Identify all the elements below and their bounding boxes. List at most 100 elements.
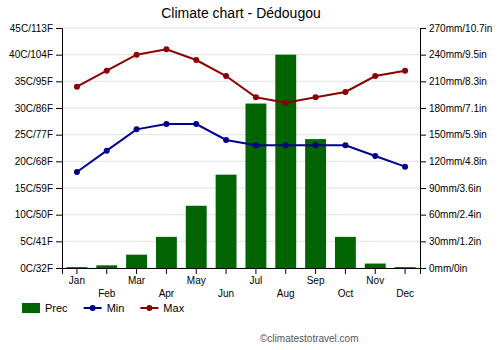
point [223, 137, 229, 143]
point [134, 52, 140, 58]
bar [186, 206, 207, 268]
tick: Apr [159, 268, 175, 299]
tick-mark [285, 268, 286, 274]
tick: Feb [98, 268, 116, 299]
point [313, 142, 319, 148]
marks [66, 46, 415, 268]
tick-label: 60mm/2.4in [429, 209, 481, 220]
point [402, 164, 408, 170]
tick-mark [405, 268, 406, 274]
point [283, 100, 289, 106]
grid-line [62, 28, 420, 29]
x-axis: Jan Feb Mar Apr May Jun Jul Aug Sep Oct Nov Dec [63, 268, 421, 299]
tick: 30C/86F [15, 103, 62, 114]
tick-label: 0mm/0in [429, 263, 467, 274]
tick-mark [375, 268, 376, 274]
tick: Mar [128, 268, 146, 286]
point [74, 169, 80, 175]
tick: 90mm/3.6in [420, 183, 481, 194]
point [193, 57, 199, 63]
grid-line [62, 108, 420, 109]
legend-swatch [22, 303, 40, 313]
tick-label: 30C/86F [15, 103, 53, 114]
legend-label: Prec [45, 302, 68, 314]
legend-marker [146, 305, 152, 311]
tick: Jan [69, 268, 85, 286]
point [372, 73, 378, 79]
tick-label: 150mm/5.9in [429, 129, 487, 140]
tick: 20C/68F [15, 156, 62, 167]
tick-label: Jun [218, 288, 234, 299]
tick: Aug [277, 268, 295, 299]
point [193, 121, 199, 127]
tick: May [187, 268, 206, 286]
tick-mark [420, 81, 426, 82]
line-series [74, 46, 408, 105]
point [342, 142, 348, 148]
tick: 270mm/10.7in [420, 23, 492, 34]
tick-label: Apr [159, 288, 175, 299]
annotation: ©climatestotravel.com [260, 333, 359, 344]
bar [395, 267, 416, 268]
grid-line [62, 161, 420, 162]
tick-label: 35C/95F [15, 76, 53, 87]
tick: Jul [250, 268, 263, 286]
line [77, 124, 405, 172]
tick-label: 20C/68F [15, 156, 53, 167]
point [134, 126, 140, 132]
tick-label: 10C/50F [15, 209, 53, 220]
tick: 210mm/8.3in [420, 76, 487, 87]
y2-axis: 0mm/0in30mm/1.2in60mm/2.4in90mm/3.6in120… [420, 23, 492, 274]
chart: 0C/32F5C/41F10C/50F15C/59F20C/68F25C/77F… [0, 0, 500, 350]
point [223, 73, 229, 79]
grid-line [62, 214, 420, 215]
tick-mark [106, 268, 107, 274]
axis-line [421, 29, 427, 269]
tick-mark [136, 268, 137, 274]
point [253, 142, 259, 148]
bar [365, 264, 386, 268]
line [77, 49, 405, 102]
tick-mark [56, 55, 62, 56]
bar [275, 55, 296, 268]
tick-mark [420, 188, 426, 189]
tick-mark [315, 268, 316, 274]
axis-line [56, 29, 63, 269]
tick-mark [76, 268, 77, 274]
tick-label: Sep [307, 275, 325, 286]
tick-label: Oct [338, 288, 354, 299]
tick-mark [420, 215, 426, 216]
tick: Nov [366, 268, 384, 286]
legend-label: Max [163, 302, 184, 314]
grid-line [62, 54, 420, 55]
bar [66, 267, 87, 268]
point [163, 46, 169, 52]
point [283, 142, 289, 148]
tick: 30mm/1.2in [420, 236, 481, 247]
tick-mark [56, 108, 62, 109]
bar [216, 175, 237, 268]
tick: Dec [396, 268, 414, 299]
tick-label: Jan [69, 275, 85, 286]
legend-item: Min [84, 302, 125, 314]
tick: 0mm/0in [420, 263, 467, 274]
tick-mark [56, 161, 62, 162]
tick: 25C/77F [15, 129, 62, 140]
tick-label: 45C/113F [10, 23, 53, 34]
tick-label: Aug [277, 288, 295, 299]
tick-label: 0C/32F [20, 263, 53, 274]
tick-label: Jul [250, 275, 263, 286]
point [74, 84, 80, 90]
tick-label: Feb [98, 288, 116, 299]
tick-mark [420, 241, 426, 242]
tick-mark [56, 135, 62, 136]
point [402, 68, 408, 74]
tick-mark [420, 108, 426, 109]
tick-label: 40C/104F [9, 49, 53, 60]
legend-item: Prec [22, 302, 68, 314]
point [163, 121, 169, 127]
tick-mark [345, 268, 346, 274]
point [253, 94, 259, 100]
tick-mark [56, 268, 62, 269]
tick-label: Nov [366, 275, 384, 286]
